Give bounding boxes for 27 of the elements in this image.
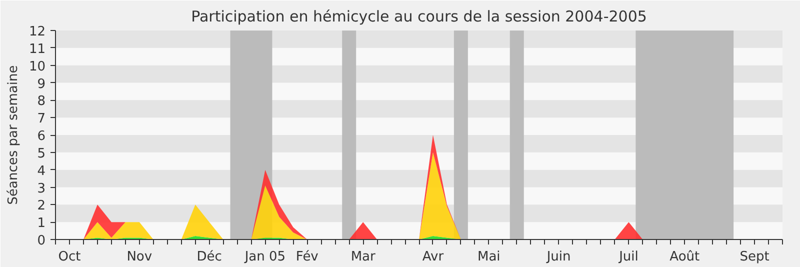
x-tick-label: Avr bbox=[422, 250, 444, 264]
y-tick-label: 8 bbox=[37, 94, 46, 110]
y-tick-label: 5 bbox=[37, 146, 46, 162]
y-tick-label: 0 bbox=[37, 234, 46, 248]
y-axis-title: Séances par semaine bbox=[6, 65, 21, 205]
x-tick-label: Mar bbox=[350, 250, 376, 264]
chart-title: Participation en hémicycle au cours de la session 2004-2005 bbox=[191, 8, 647, 26]
y-tick-label: 9 bbox=[37, 76, 46, 92]
x-tick-label: Août bbox=[670, 250, 700, 264]
x-tick-label: Fév bbox=[296, 250, 319, 264]
x-tick-label: Mai bbox=[478, 250, 500, 264]
x-tick-label: Oct bbox=[58, 250, 81, 264]
x-tick-label: Sept bbox=[740, 250, 770, 264]
y-tick-label: 3 bbox=[37, 181, 46, 196]
x-tick-label: Déc bbox=[196, 250, 222, 264]
x-tick-label: Jan 05 bbox=[244, 250, 286, 264]
y-tick-label: 7 bbox=[37, 112, 46, 127]
y-tick-label: 2 bbox=[37, 198, 46, 214]
y-tick-label: 1 bbox=[37, 216, 46, 232]
y-tick-label: 6 bbox=[37, 129, 46, 144]
x-tick-label: Juil bbox=[618, 250, 638, 264]
y-tick-label: 10 bbox=[28, 59, 46, 74]
y-tick-label: 4 bbox=[37, 164, 46, 179]
x-tick-label: Nov bbox=[126, 250, 152, 264]
y-tick-label: 12 bbox=[28, 24, 46, 40]
x-tick-label: Juin bbox=[546, 250, 571, 264]
y-tick-label: 11 bbox=[28, 42, 46, 57]
